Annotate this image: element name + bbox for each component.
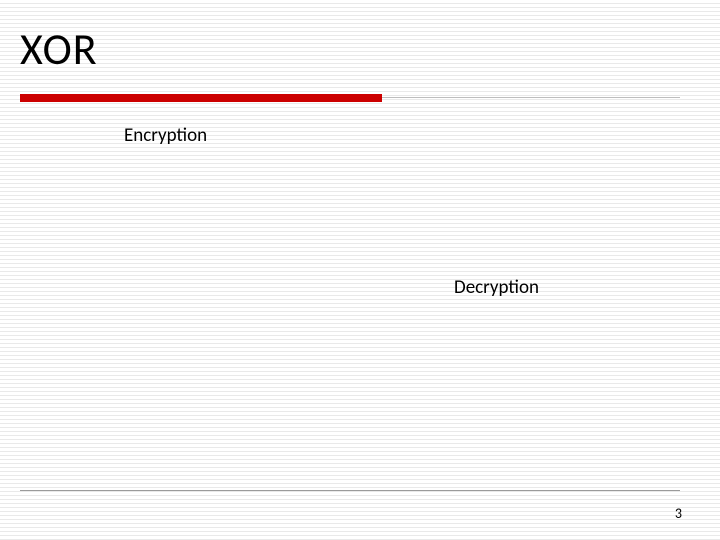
slide-container: XOR Encryption Decryption 3 xyxy=(0,0,720,540)
encryption-label: Encryption xyxy=(124,124,207,147)
page-number: 3 xyxy=(675,505,682,522)
title-rule-extension xyxy=(382,97,680,98)
footer-rule xyxy=(20,490,680,491)
decryption-label: Decryption xyxy=(454,276,539,299)
slide-title: XOR xyxy=(20,22,98,76)
title-accent-bar xyxy=(20,94,382,102)
